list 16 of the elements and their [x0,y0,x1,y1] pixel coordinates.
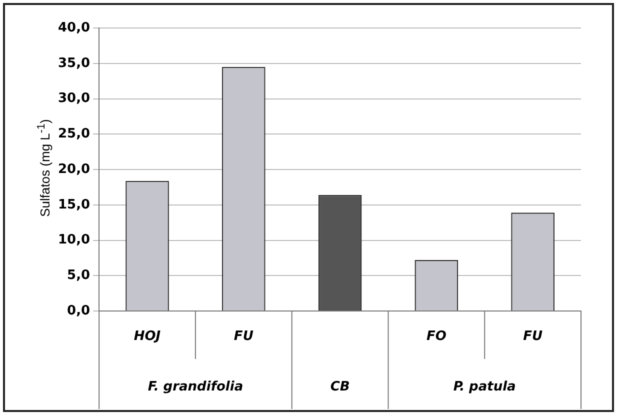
y-tick-label: 20,0 [58,162,90,177]
y-tick-label: 25,0 [58,126,90,142]
text: CB [330,379,350,394]
y-tick-label: 30,0 [58,91,90,106]
y-tick-label: 5,0 [67,268,90,283]
y-tick-label: 40,0 [58,20,90,36]
text: F. grandifolia [148,379,244,394]
y-tick-label: 10,0 [58,232,90,248]
x-tick-label: FU [523,329,543,344]
x-tick-label: FO [426,329,446,344]
x-tick-label: FU [234,329,254,344]
y-tick-label: 0,0 [67,303,90,318]
y-tick-label: 15,0 [58,197,90,212]
y-tick-label: 35,0 [58,56,90,71]
x-tick-label: HOJ [134,329,161,344]
text: P. patula [453,379,516,394]
